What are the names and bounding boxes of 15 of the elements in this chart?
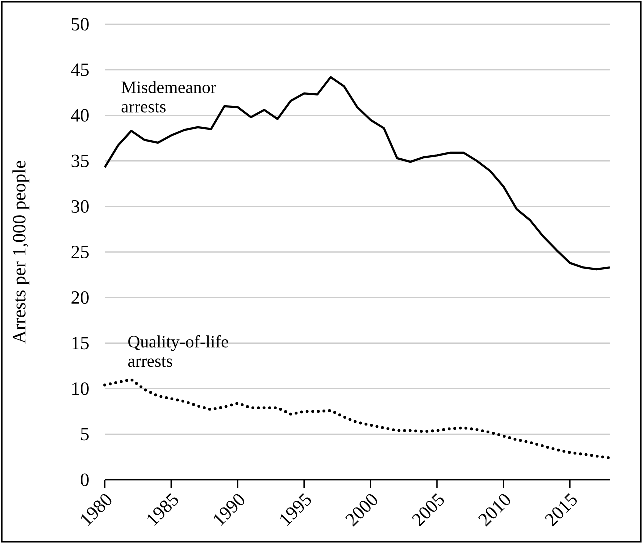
y-tick-label: 5 (81, 428, 89, 441)
y-tick-label: 45 (71, 64, 89, 76)
y-tick-label: 25 (72, 246, 89, 259)
y-tick-label: 15 (72, 337, 89, 350)
y-tick-label: 0 (81, 474, 89, 486)
y-tick-label: 10 (72, 382, 89, 396)
line-series (104, 76, 612, 271)
series-label: Quality-of-life arrests (128, 335, 228, 368)
y-axis-title: Arrests per 1,000 people (12, 161, 30, 344)
y-tick-label: 40 (71, 109, 89, 122)
y-tick-label: 35 (72, 154, 89, 168)
y-tick-label: 30 (72, 200, 89, 214)
series-label: Misdemeanor arrests (122, 81, 216, 113)
y-tick-label: 50 (72, 18, 89, 31)
y-tick-label: 20 (72, 291, 89, 304)
